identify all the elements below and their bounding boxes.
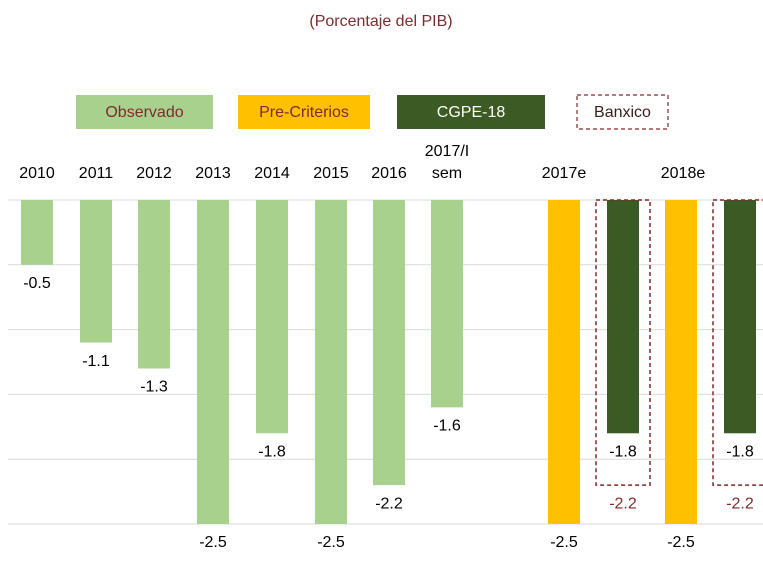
value-label: -2.5 [550, 534, 578, 551]
value-label: -1.3 [140, 379, 168, 396]
bar [21, 200, 53, 265]
x-tick-label: 2017/I sem [424, 143, 470, 182]
x-tick-label: 2011 [78, 165, 114, 182]
bar [197, 200, 229, 524]
x-tick-label: 2010 [19, 165, 55, 182]
banxico-box [595, 199, 651, 486]
value-label: -1.6 [433, 418, 461, 435]
legend-swatch [238, 95, 370, 129]
x-tick-label: 2015 [313, 165, 349, 182]
bar [548, 200, 580, 524]
value-label: -2.5 [667, 534, 695, 551]
bar [138, 200, 170, 369]
legend-label: Observado [105, 104, 183, 121]
chart-title: (Porcentaje del PIB) [309, 13, 452, 30]
value-label: -0.5 [23, 275, 51, 292]
bar [80, 200, 112, 343]
bar [315, 200, 347, 524]
legend-label: CGPE-18 [437, 104, 506, 121]
value-label: -2.2 [375, 495, 403, 512]
banxico-box [712, 199, 763, 486]
legend-swatch [576, 94, 669, 130]
value-label: -1.8 [726, 443, 754, 460]
legend-swatch [397, 95, 545, 129]
bar [431, 200, 463, 408]
x-tick-label: 2014 [254, 165, 290, 182]
legend-label: Pre-Criterios [259, 104, 349, 121]
bar [724, 200, 756, 434]
value-label: -1.8 [258, 443, 286, 460]
value-label: -2.5 [199, 534, 227, 551]
x-tick-label: 2016 [371, 165, 407, 182]
legend-swatch [76, 95, 213, 129]
value-label: -2.2 [726, 495, 754, 512]
value-label: -2.2 [609, 495, 637, 512]
x-tick-label: 2013 [195, 165, 231, 182]
x-tick-label: 2018e [660, 165, 706, 182]
bar [373, 200, 405, 486]
x-tick-label: 2017e [541, 165, 587, 182]
x-tick-label: 2012 [136, 165, 172, 182]
value-label: -1.8 [609, 443, 637, 460]
legend-label: Banxico [594, 104, 651, 121]
value-label: -2.5 [317, 534, 345, 551]
value-label: -1.1 [82, 353, 110, 370]
bar [665, 200, 697, 524]
bar [607, 200, 639, 434]
bar [256, 200, 288, 434]
